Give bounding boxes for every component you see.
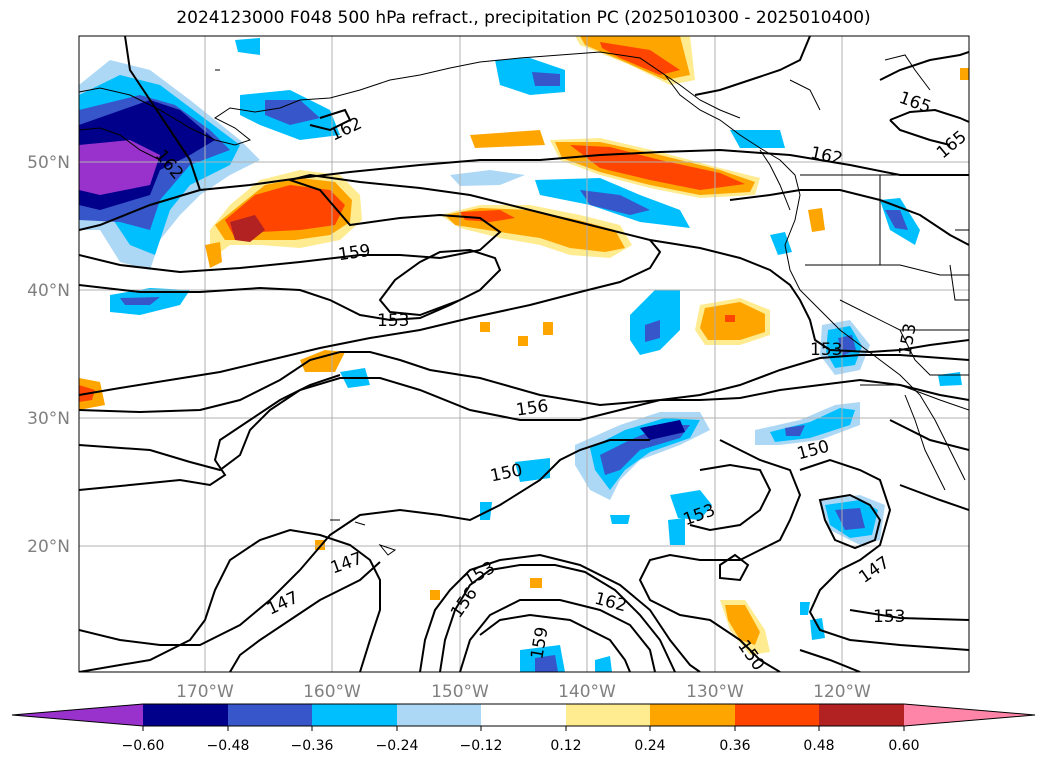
map-frame [78, 35, 970, 673]
map-title: 2024123000 F048 500 hPa refract., precip… [176, 8, 871, 28]
colorbar-tick: 0.36 [719, 738, 750, 754]
lon-label: 160°W [303, 682, 361, 702]
colorbar-swatch [819, 704, 904, 726]
colorbar-swatch [566, 704, 650, 726]
colorbar-extend-high [904, 704, 1035, 726]
contour-label: 156 [515, 396, 550, 420]
contour-label: 159 [337, 241, 372, 265]
longitude-labels: 170°W 160°W 150°W 140°W 130°W 120°W [176, 682, 871, 702]
latitude-labels: 50°N 40°N 30°N 20°N [27, 153, 70, 557]
contour-label: 153 [377, 311, 409, 331]
colorbar-tick: −0.48 [207, 738, 250, 754]
colorbar-swatch [650, 704, 735, 726]
lon-label: 140°W [558, 682, 616, 702]
colorbar-tick: 0.48 [803, 738, 834, 754]
positive-anomaly-fields [79, 36, 969, 655]
colorbar-swatch [143, 704, 228, 726]
lat-label: 40°N [27, 281, 70, 301]
coastlines [79, 51, 969, 556]
colorbar-swatch [481, 704, 566, 726]
colorbar-swatch [312, 704, 397, 726]
colorbar-swatch [228, 704, 312, 726]
lat-label: 30°N [27, 409, 70, 429]
lat-label: 50°N [27, 153, 70, 173]
map-panel: 162 162 162 165 165 159 153 153 153 156 … [79, 36, 969, 672]
colorbar-tick: −0.60 [122, 738, 165, 754]
lon-label: 130°W [686, 682, 744, 702]
negative-anomaly-fields [79, 38, 962, 672]
lat-label: 20°N [27, 537, 70, 557]
colorbar-swatch [397, 704, 481, 726]
colorbar: −0.60 −0.48 −0.36 −0.24 −0.12 0.12 0.24 … [11, 703, 1036, 754]
colorbar-tick: 0.12 [550, 738, 581, 754]
colorbar-tick: 0.24 [634, 738, 665, 754]
colorbar-extend-low [12, 704, 143, 726]
colorbar-tick: 0.60 [888, 738, 919, 754]
colorbar-swatch [735, 704, 819, 726]
lon-label: 150°W [431, 682, 489, 702]
colorbar-tick: −0.12 [460, 738, 503, 754]
lon-label: 170°W [176, 682, 234, 702]
contour-label: 153 [810, 340, 842, 360]
colorbar-tick: −0.24 [376, 738, 419, 754]
colorbar-tick: −0.36 [291, 738, 334, 754]
lon-label: 120°W [813, 682, 871, 702]
contour-label: 153 [873, 607, 905, 627]
contours [79, 36, 969, 672]
